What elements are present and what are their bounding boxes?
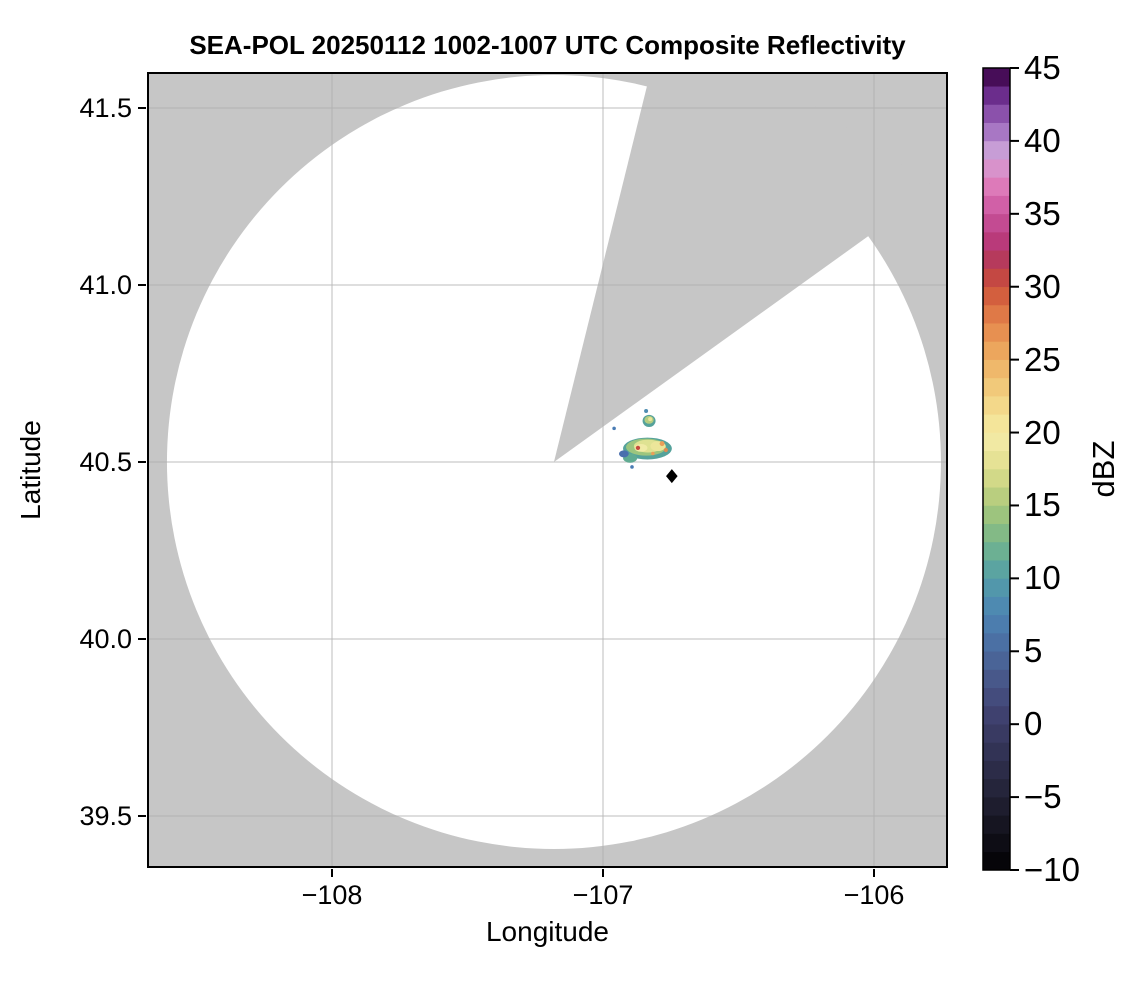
y-tick-label: 39.5	[79, 801, 132, 831]
blocked-sector-wedge	[553, 72, 936, 462]
gridlines	[147, 72, 948, 868]
echo-shape	[612, 426, 616, 431]
axis-ticks	[138, 107, 875, 877]
echo-shape	[630, 465, 634, 469]
colorbar-tick-label: 20	[1024, 413, 1061, 451]
echo-shape	[618, 450, 629, 458]
colorbar-tick-label: 0	[1024, 705, 1043, 743]
plot-border	[147, 72, 948, 868]
echo-shape	[648, 417, 653, 422]
site-marker-diamond	[666, 469, 678, 484]
x-axis-label: Longitude	[485, 916, 609, 947]
colorbar	[982, 67, 1019, 871]
colorbar-tick-label: 10	[1024, 559, 1061, 597]
colorbar-tick-label: 35	[1024, 194, 1061, 232]
y-tick-label: 41.5	[79, 93, 132, 123]
colorbar-tick-label: 30	[1024, 267, 1061, 305]
plot-title: SEA-POL 20250112 1002-1007 UTC Composite…	[189, 30, 906, 60]
colorbar-tick-label: 25	[1024, 340, 1061, 378]
colorbar-tick-label: 5	[1024, 632, 1043, 670]
colorbar-tick-label: 15	[1024, 486, 1061, 524]
y-tick-label: 40.5	[79, 447, 132, 477]
echo-shape	[635, 445, 641, 450]
echo-shape	[651, 451, 655, 456]
colorbar-tick-label: −10	[1024, 851, 1080, 888]
x-tick-label: −106	[843, 880, 905, 910]
y-axis-label: Latitude	[15, 420, 46, 520]
echo-shape	[644, 409, 649, 414]
echo-shape	[663, 447, 668, 453]
echo-shape	[659, 441, 665, 447]
colorbar-tick-label: −5	[1024, 778, 1062, 816]
y-tick-label: 40.0	[79, 624, 132, 654]
radar-echoes	[612, 409, 672, 469]
colorbar-border	[982, 67, 1011, 871]
x-tick-label: −107	[572, 880, 634, 910]
x-tick-label: −108	[301, 880, 363, 910]
y-tick-label: 41.0	[79, 270, 132, 300]
colorbar-tick-label: 45	[1024, 49, 1061, 86]
colorbar-tick-label: 40	[1024, 121, 1061, 159]
